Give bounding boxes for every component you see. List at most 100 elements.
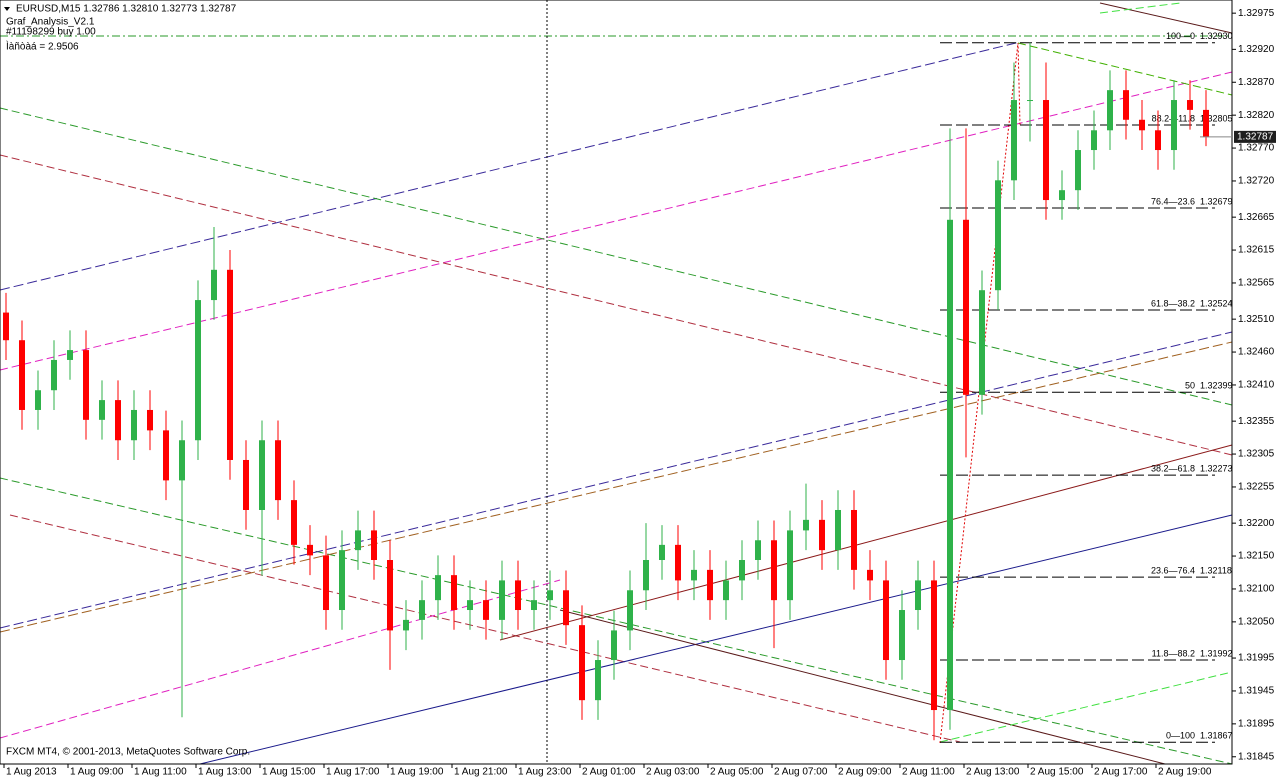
y-tick-label: 1.32150 — [1238, 551, 1275, 562]
candle-body — [867, 569, 873, 581]
candle-body — [1027, 100, 1033, 102]
fib-price: 1.32524 — [1200, 298, 1233, 308]
x-tick-label: 2 Aug 07:00 — [774, 767, 828, 778]
candle-body — [179, 440, 185, 481]
footer: FXCM MT4, © 2001-2013, MetaQuotes Softwa… — [6, 747, 250, 758]
x-tick-label: 1 Aug 17:00 — [326, 767, 380, 778]
x-tick-label: 1 Aug 11:00 — [134, 767, 187, 778]
candle-body — [691, 569, 697, 581]
candle-body — [227, 269, 233, 460]
candle-body — [611, 630, 617, 661]
trend-line — [9, 514, 961, 743]
candle-body — [355, 530, 361, 551]
candle-body — [979, 290, 985, 395]
candle-body — [115, 400, 121, 441]
candle-body — [1091, 130, 1097, 151]
y-tick-label: 1.31995 — [1238, 653, 1275, 664]
fib-name: 61.8—38.2 — [1151, 298, 1195, 308]
y-tick-label: 1.32100 — [1238, 584, 1275, 595]
fib-price: 1.32118 — [1200, 565, 1232, 575]
candle-body — [771, 540, 777, 601]
candle-body — [307, 544, 313, 556]
candle-body — [1075, 150, 1081, 191]
candle-body — [467, 600, 473, 611]
y-tick-label: 1.32820 — [1238, 110, 1275, 121]
candle-body — [1107, 90, 1113, 131]
x-tick-label: 1 Aug 19:00 — [390, 767, 444, 778]
candle-body — [99, 400, 105, 420]
candle-body — [131, 409, 137, 441]
annotation: Graf_Analysis_V2.1 — [6, 17, 95, 28]
candle-body — [707, 569, 713, 601]
plot-frame — [0, 0, 1233, 765]
candle-body — [19, 340, 25, 410]
candle-body — [211, 269, 217, 301]
candle-body — [755, 540, 761, 561]
candle-body — [35, 390, 41, 410]
fib-name: 38.2—61.8 — [1151, 463, 1195, 473]
x-tick-label: 1 Aug 13:00 — [198, 767, 252, 778]
candle-body — [739, 560, 745, 581]
candle-body — [163, 430, 169, 481]
trend-line — [0, 477, 1233, 765]
x-tick-label: 2 Aug 05:00 — [710, 767, 764, 778]
channel-line — [499, 444, 1233, 641]
zigzag — [939, 42, 1021, 744]
x-tick-label: 1 Aug 2013 — [6, 767, 57, 778]
candle-body — [1139, 119, 1145, 131]
candle-body — [963, 219, 969, 395]
candle-body — [243, 459, 249, 510]
trend-line — [1099, 2, 1181, 14]
candle-body — [1203, 109, 1209, 137]
y-tick-label: 1.32615 — [1238, 245, 1275, 256]
last-price-label: 1.32787 — [1237, 132, 1274, 143]
x-tick-label: 2 Aug 15:00 — [1030, 767, 1084, 778]
x-tick-label: 2 Aug 17:00 — [1094, 767, 1148, 778]
candle-body — [195, 300, 201, 441]
y-tick-label: 1.31845 — [1238, 751, 1275, 762]
candle-body — [403, 619, 409, 631]
trend-line — [939, 671, 1233, 743]
y-tick-label: 1.32305 — [1238, 449, 1275, 460]
x-tick-label: 1 Aug 21:00 — [454, 767, 508, 778]
candle-body — [675, 544, 681, 581]
candle-body — [835, 509, 841, 551]
candle-body — [435, 575, 441, 601]
y-tick-label: 1.32770 — [1238, 143, 1275, 154]
y-tick-label: 1.32050 — [1238, 617, 1275, 628]
candle-body — [419, 600, 425, 620]
y-tick-label: 1.31895 — [1238, 718, 1275, 729]
candle-body — [723, 580, 729, 601]
fib-price: 1.32273 — [1200, 463, 1233, 473]
channel-line — [0, 331, 1233, 629]
candle-body — [643, 560, 649, 591]
candle-body — [67, 350, 73, 360]
channel-line — [199, 514, 1233, 765]
x-tick-label: 2 Aug 11:00 — [902, 767, 955, 778]
candle-body — [515, 580, 521, 611]
x-tick-label: 2 Aug 19:00 — [1158, 767, 1212, 778]
candle-body — [595, 660, 601, 701]
candle-body — [259, 440, 265, 510]
fib-price: 1.32679 — [1200, 196, 1233, 206]
trend-line — [1099, 2, 1233, 34]
y-tick-label: 1.32255 — [1238, 482, 1275, 493]
candle-body — [851, 509, 857, 570]
candle-body — [819, 519, 825, 551]
y-tick-label: 1.32565 — [1238, 278, 1275, 289]
candle-body — [275, 440, 281, 501]
trend-line — [0, 579, 561, 739]
x-tick-label: 2 Aug 03:00 — [646, 767, 700, 778]
chart-title: EURUSD,M15 1.32786 1.32810 1.32773 1.327… — [16, 4, 237, 15]
fib-price: 1.31867 — [1200, 731, 1233, 741]
candle-body — [659, 544, 665, 561]
fib-name: 11.8—88.2 — [1152, 648, 1195, 658]
candle-body — [3, 312, 9, 341]
y-tick-label: 1.32665 — [1238, 212, 1275, 223]
candle-body — [947, 219, 953, 711]
menu-arrow[interactable] — [4, 7, 10, 11]
drawings — [0, 0, 1233, 765]
candle-body — [451, 575, 457, 611]
y-tick-label: 1.32720 — [1238, 176, 1275, 187]
